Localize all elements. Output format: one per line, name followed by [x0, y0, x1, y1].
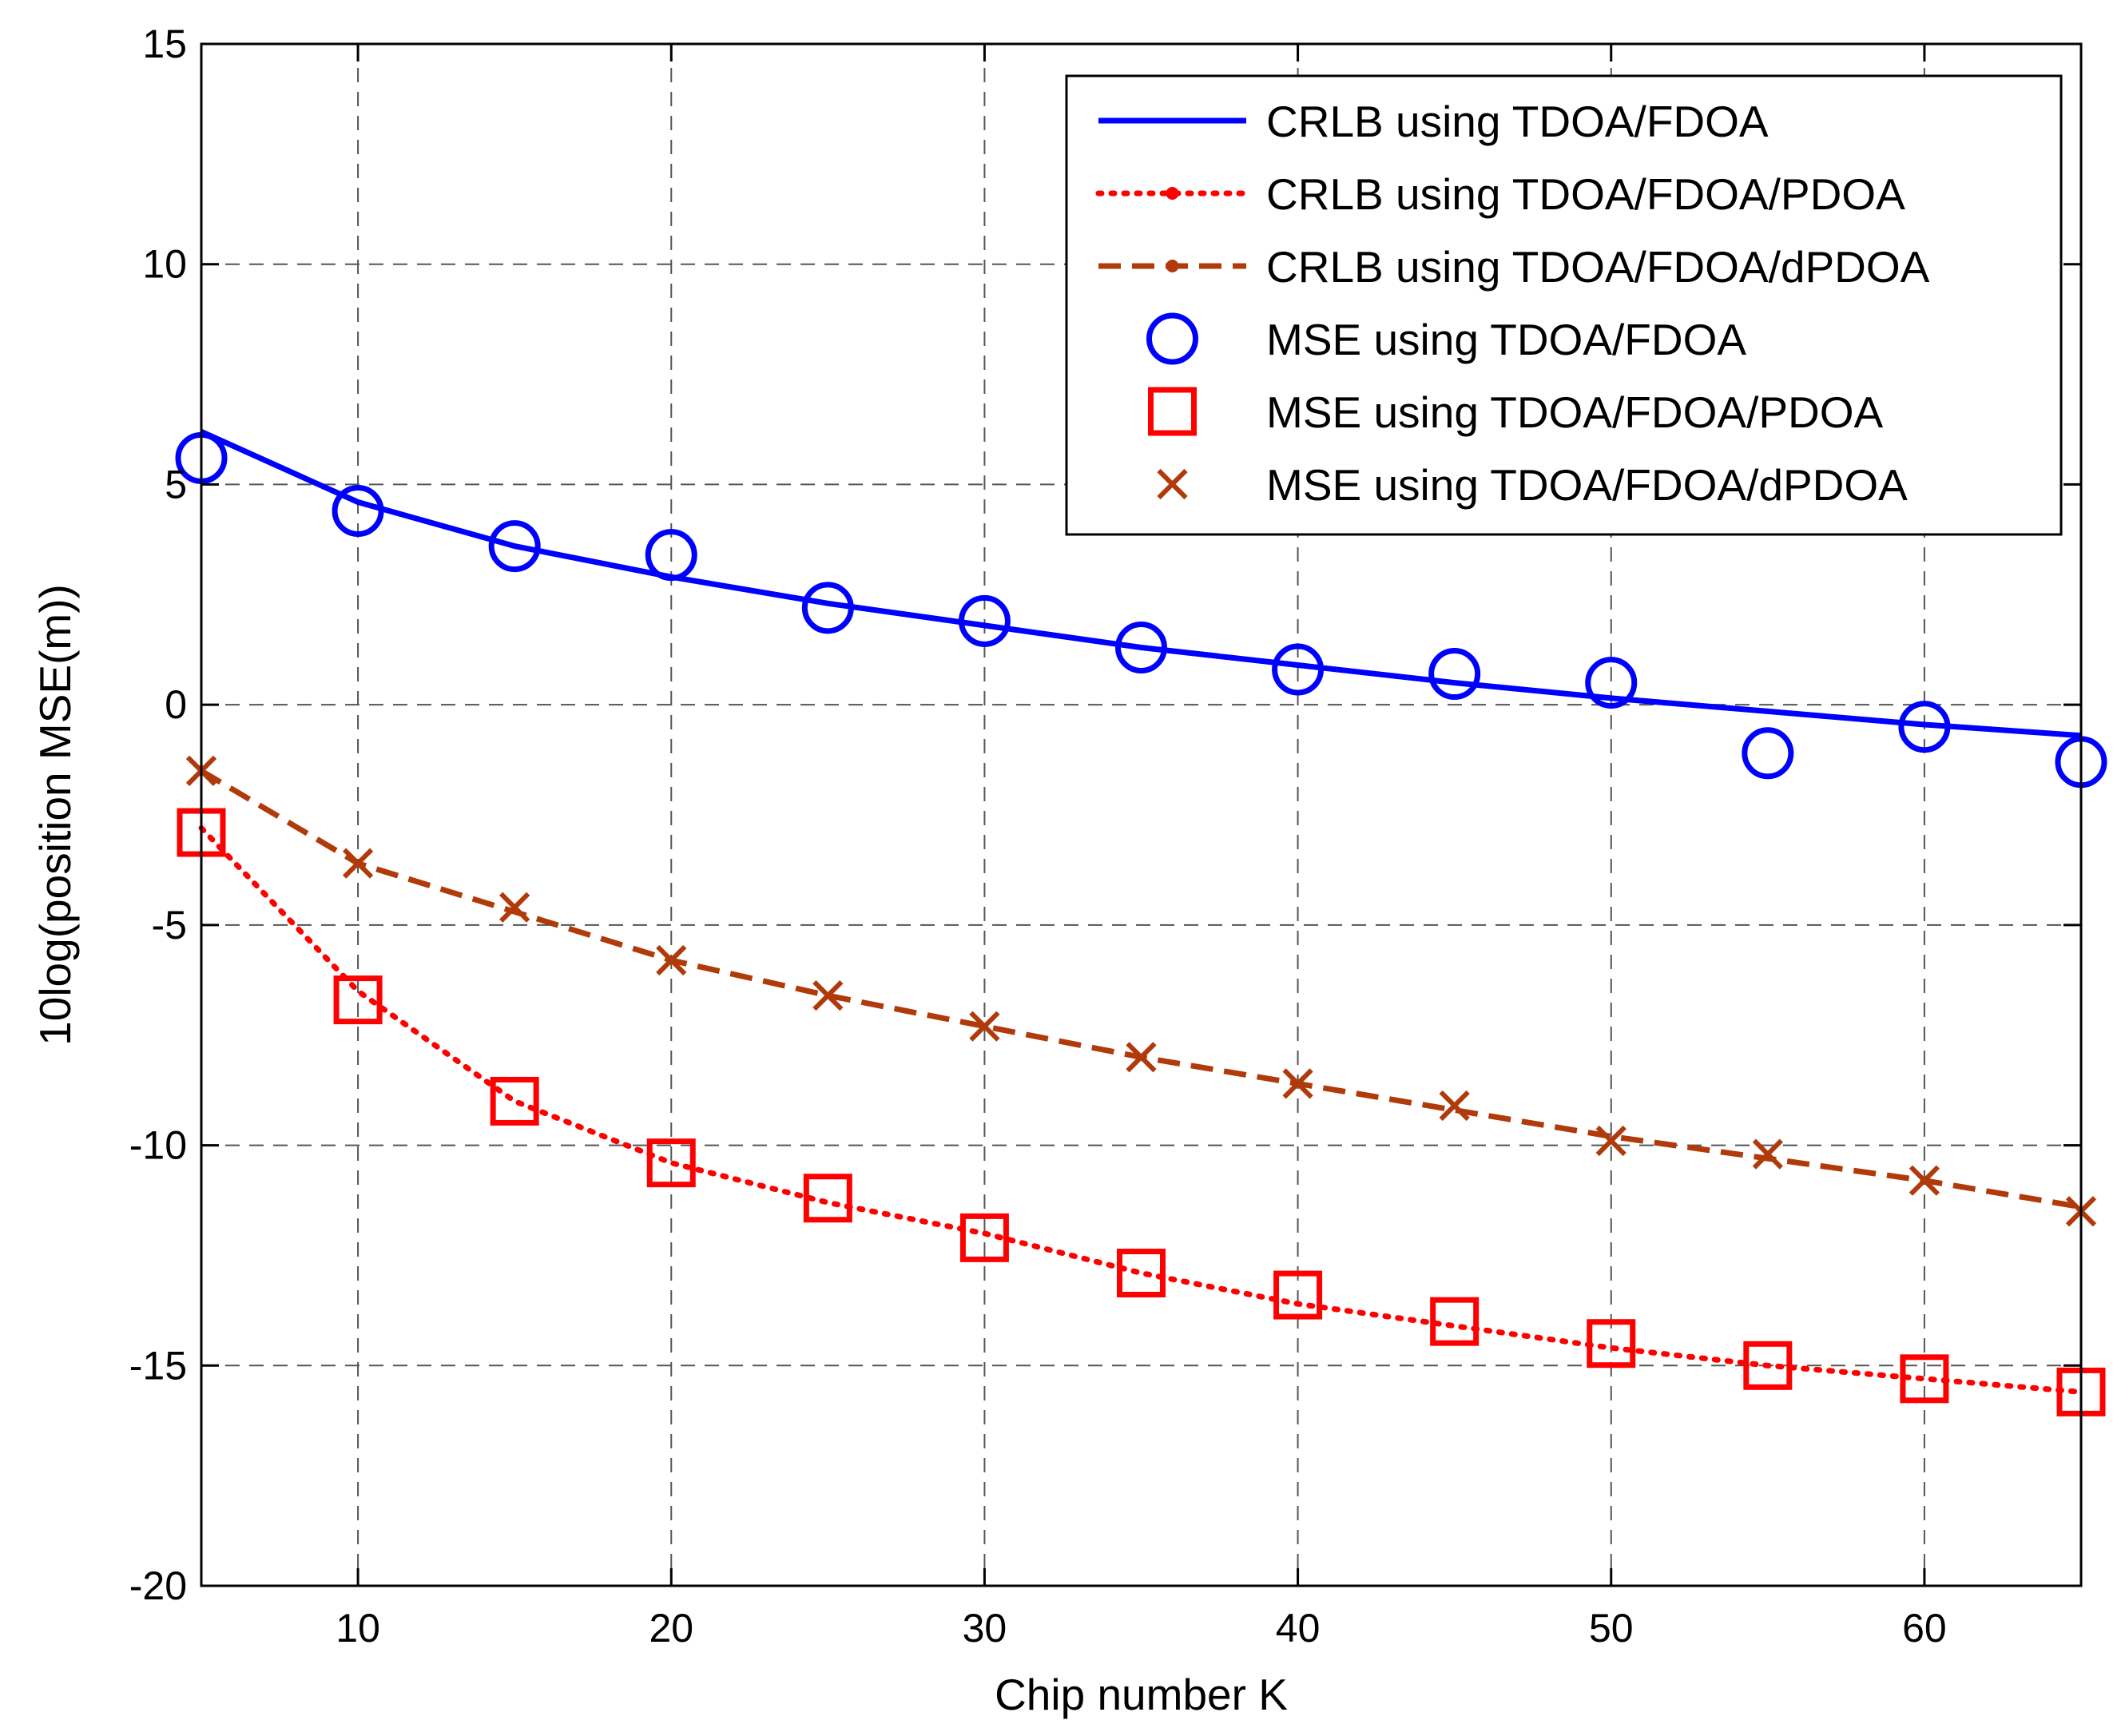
x-axis-label: Chip number K	[995, 1670, 1288, 1719]
data-point-circle	[958, 594, 1011, 647]
legend-entry: MSE using TDOA/FDOA	[1146, 312, 1746, 365]
data-point-x	[1595, 1125, 1627, 1157]
x-marker-stroke	[1439, 1090, 1470, 1122]
legend: CRLB using TDOA/FDOA CRLB using TDOA/FDOA…	[1065, 74, 2063, 536]
data-point-circle	[1898, 701, 1951, 753]
x-marker-stroke	[1282, 1068, 1313, 1099]
y-axis-label: 10log(position MSE(m))	[30, 584, 80, 1046]
data-point-x	[499, 892, 530, 923]
data-point-x	[1126, 1042, 1157, 1073]
data-point-x	[1909, 1165, 1940, 1196]
legend-entry: MSE using TDOA/FDOA/PDOA	[1148, 387, 1884, 437]
x-marker-stroke	[656, 944, 687, 976]
x-tick-label: 60	[1902, 1606, 1947, 1651]
series-2	[198, 825, 2084, 1395]
plot-frame	[200, 42, 2083, 1587]
x-marker-stroke	[1126, 1042, 1157, 1073]
x-marker-stroke	[499, 892, 530, 923]
series-layer	[175, 429, 2107, 1416]
data-point-circle	[1115, 621, 1167, 673]
data-point-square	[1117, 1248, 1166, 1297]
data-point-circle	[645, 529, 697, 582]
data-point-x	[1282, 1068, 1313, 1099]
data-point-x	[812, 979, 844, 1011]
data-point-circle	[1742, 727, 1794, 780]
data-point-circle	[1272, 643, 1325, 696]
legend-dot-marker	[1166, 260, 1179, 272]
y-tick-label: 5	[165, 462, 187, 506]
y-tick-label: 15	[142, 22, 187, 66]
legend-label: CRLB using TDOA/FDOA/dPDOA	[1266, 242, 1930, 292]
data-point-square	[1273, 1270, 1323, 1320]
legend-entry: CRLB using TDOA/FDOA/dPDOA	[1098, 242, 1930, 292]
x-marker-stroke	[342, 848, 374, 879]
data-point-circle	[1585, 657, 1638, 709]
x-tick-label: 30	[963, 1606, 1007, 1651]
legend-marker-circle	[1146, 312, 1198, 365]
x-tick-label: 50	[1589, 1606, 1634, 1651]
legend-entry: CRLB using TDOA/FDOA	[1098, 97, 1769, 146]
y-tick-label: -15	[129, 1343, 187, 1388]
data-point-square	[803, 1174, 852, 1223]
data-point-square	[646, 1138, 696, 1188]
legend-label: CRLB using TDOA/FDOA/PDOA	[1266, 169, 1905, 219]
legend-label: CRLB using TDOA/FDOA	[1266, 97, 1769, 146]
data-point-circle	[801, 582, 854, 634]
y-tick-label: 0	[165, 682, 187, 727]
y-tick-label: -5	[152, 903, 187, 947]
legend-label: MSE using TDOA/FDOA/PDOA	[1266, 387, 1884, 437]
legend-dot-marker	[1166, 187, 1179, 200]
legend-marker-x	[1157, 468, 1188, 500]
x-tick-label: 20	[649, 1606, 693, 1651]
y-tick-label: -20	[129, 1563, 187, 1608]
data-point-square	[333, 975, 383, 1025]
legend-entry: CRLB using TDOA/FDOA/PDOA	[1095, 169, 1905, 219]
series-1	[200, 429, 2082, 739]
data-point-square	[490, 1076, 539, 1126]
x-tick-label: 40	[1276, 1606, 1321, 1651]
legend-marker-square	[1148, 387, 1197, 436]
legend-label: MSE using TDOA/FDOA	[1266, 315, 1746, 364]
data-point-square	[1743, 1341, 1793, 1390]
x-marker-stroke	[1909, 1165, 1940, 1196]
data-point-x	[969, 1011, 1000, 1042]
data-point-square	[1900, 1354, 1949, 1404]
data-point-x	[342, 848, 374, 879]
y-tick-label: 10	[142, 242, 187, 287]
x-marker-stroke	[969, 1011, 1000, 1042]
x-marker-stroke	[1157, 468, 1188, 500]
legend-box	[1065, 74, 2063, 536]
legend-entry: MSE using TDOA/FDOA/dPDOA	[1157, 460, 1908, 510]
x-tick-label: 10	[336, 1606, 380, 1651]
data-point-circle	[332, 485, 384, 538]
series-line	[198, 825, 2084, 1395]
data-point-x	[1439, 1090, 1470, 1122]
series-line	[200, 429, 2082, 739]
data-point-square	[1587, 1319, 1636, 1369]
data-point-circle	[1428, 648, 1481, 701]
x-marker-stroke	[1595, 1125, 1627, 1157]
data-point-x	[656, 944, 687, 976]
data-point-square	[959, 1213, 1009, 1262]
x-marker-stroke	[812, 979, 844, 1011]
data-point-x	[1752, 1138, 1783, 1170]
y-tick-label: -10	[129, 1123, 187, 1168]
x-marker-stroke	[1752, 1138, 1783, 1170]
data-point-square	[1430, 1297, 1480, 1346]
data-point-circle	[488, 520, 541, 573]
legend-label: MSE using TDOA/FDOA/dPDOA	[1266, 460, 1908, 510]
